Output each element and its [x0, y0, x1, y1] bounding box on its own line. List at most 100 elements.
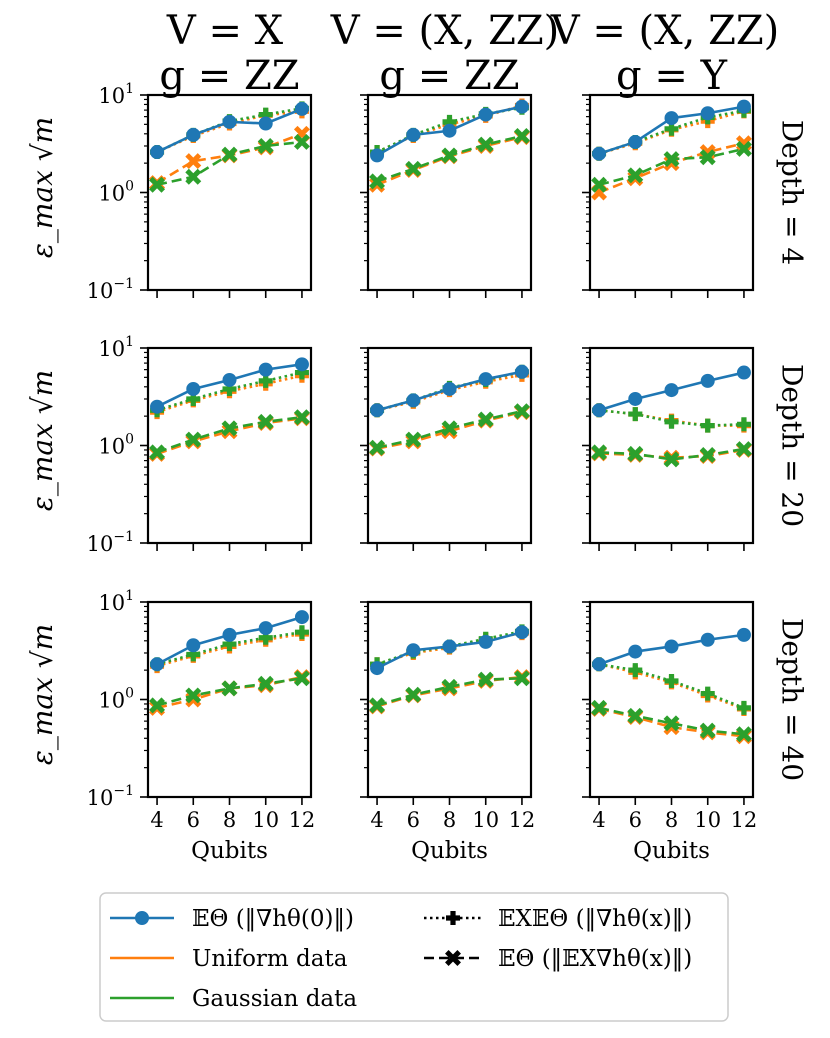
data-point: [294, 610, 309, 625]
uniform-egrad-line: [156, 417, 303, 456]
panel-r3-c3: 4 6 8 10 12: [582, 600, 757, 832]
panel-frame: [146, 93, 313, 292]
x-tick-label: 10: [252, 808, 279, 832]
data-point: [258, 107, 273, 122]
gaussian-gradx: [592, 657, 751, 715]
data-point: [222, 372, 237, 387]
x-tick-label: 6: [407, 808, 420, 832]
data-point: [628, 407, 643, 422]
y-tick-base: 10: [87, 532, 114, 556]
grad0: [150, 357, 309, 414]
y-tick-base: 10: [87, 786, 114, 810]
gaussian-egrad: [369, 670, 530, 714]
data-point: [293, 670, 310, 687]
data-point: [442, 381, 457, 396]
grad0: [370, 99, 529, 163]
uniform-egrad: [591, 135, 752, 201]
y-tick-label: 101: [98, 81, 134, 108]
data-point: [442, 114, 457, 129]
y-tick-base: 10: [87, 279, 114, 303]
uniform-egrad: [369, 129, 530, 193]
data-point: [186, 127, 201, 142]
data-point: [186, 638, 201, 653]
data-point: [222, 381, 237, 396]
grad0: [592, 99, 751, 161]
data-point: [441, 420, 458, 437]
grad0: [592, 627, 751, 672]
data-point: [592, 146, 607, 161]
x-tick-label: 4: [150, 808, 163, 832]
data-point: [699, 722, 716, 739]
data-point: [222, 627, 237, 642]
x-tick-label: 6: [629, 808, 642, 832]
data-point: [441, 147, 458, 164]
data-point: [736, 700, 751, 715]
data-point: [185, 168, 202, 185]
legend-label-egrad: 𝔼Θ (‖𝔼X∇hθ(x)‖): [498, 946, 692, 972]
data-point: [700, 632, 715, 647]
data-point: [477, 671, 494, 688]
uniform-egrad: [149, 669, 310, 716]
gaussian-egrad-line: [156, 140, 303, 187]
panel-frame: [588, 600, 755, 799]
y-tick-exp: 1: [125, 334, 134, 350]
x-tick-label: 8: [443, 808, 456, 832]
y-tick-label: 101: [98, 334, 134, 361]
data-point: [221, 420, 238, 437]
data-point: [405, 160, 422, 177]
data-point: [627, 707, 644, 724]
uniform-egrad: [149, 410, 310, 462]
y-tick-base: 10: [98, 182, 125, 206]
uniform-gradx: [150, 104, 309, 160]
y-tick-base: 10: [98, 591, 125, 615]
data-point: [257, 413, 274, 430]
data-point: [293, 133, 310, 150]
gaussian-gradx: [592, 403, 751, 433]
gaussian-egrad: [149, 133, 310, 193]
data-point: [258, 373, 273, 388]
row-label: Depth = 20: [776, 364, 809, 527]
gaussian-egrad-line: [599, 447, 745, 461]
data-point: [477, 411, 494, 428]
gaussian-egrad-line: [598, 147, 745, 187]
data-point: [185, 153, 202, 170]
data-point: [664, 383, 679, 398]
y-tick-label: 100: [98, 432, 134, 459]
legend: 𝔼Θ (‖∇hθ(0)‖) Uniform data Gaussian data 𝔼X…: [99, 892, 729, 1022]
data-point: [736, 627, 751, 642]
gaussian-egrad-line: [156, 677, 303, 707]
uniform-egrad: [369, 669, 530, 715]
data-point: [406, 393, 421, 408]
data-point: [441, 678, 458, 695]
y-axis-labels: ε_max √m ε_max √m ε_max √m: [26, 117, 59, 765]
x-tick-label: 12: [289, 808, 316, 832]
gaussian-egrad: [591, 699, 752, 743]
x-axis-labels: Qubits Qubits Qubits: [191, 838, 710, 864]
data-point: [514, 364, 529, 379]
y-tick-exp: 0: [125, 179, 134, 195]
data-point: [477, 136, 494, 153]
data-point: [513, 128, 530, 144]
data-point: [406, 127, 421, 142]
data-point: [186, 391, 201, 406]
y-axis-label: ε_max √m: [26, 370, 59, 511]
x-tick-label: 12: [509, 808, 536, 832]
y-tick-label: 10−1: [87, 529, 134, 556]
data-point: [478, 107, 493, 122]
data-point: [221, 146, 238, 163]
data-point: [664, 121, 679, 136]
data-point: [736, 365, 751, 380]
uniform-gradx-line: [156, 632, 303, 668]
x-axis-label: Qubits: [191, 838, 268, 864]
y-tick-label: 10−1: [87, 783, 134, 810]
data-point: [369, 439, 386, 456]
data-point: [149, 176, 166, 193]
panel-frame: [366, 346, 533, 545]
data-point: [664, 414, 679, 429]
row-label: Depth = 4: [776, 120, 809, 265]
y-tick-exp: −1: [113, 276, 134, 292]
data-point: [735, 441, 752, 457]
data-point: [258, 630, 273, 645]
